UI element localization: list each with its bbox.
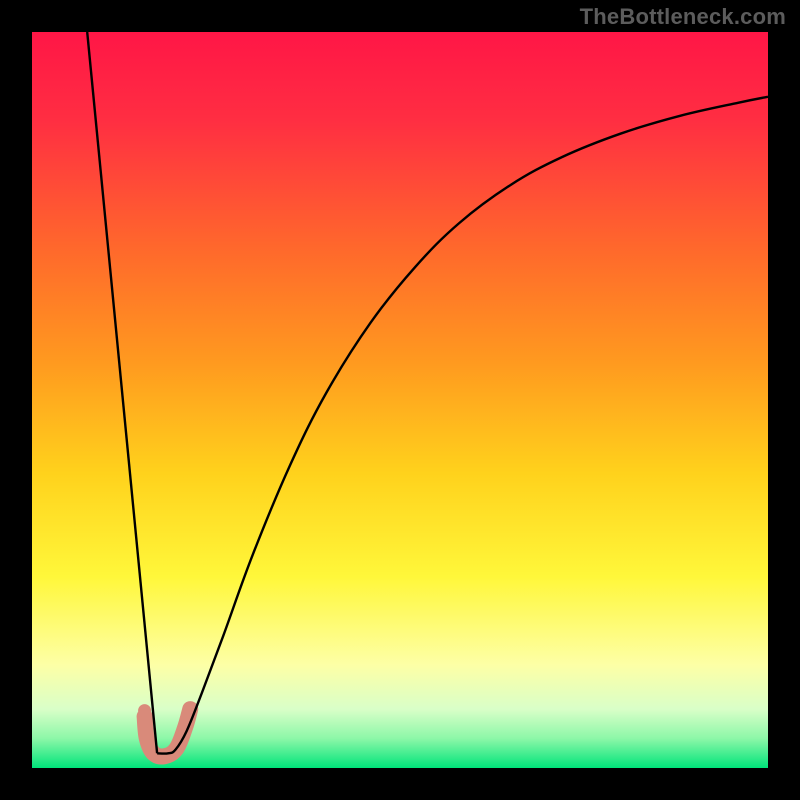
plot-area bbox=[32, 32, 768, 768]
gradient-background bbox=[32, 32, 768, 768]
watermark-text: TheBottleneck.com bbox=[580, 4, 786, 30]
chart-frame: TheBottleneck.com bbox=[0, 0, 800, 800]
